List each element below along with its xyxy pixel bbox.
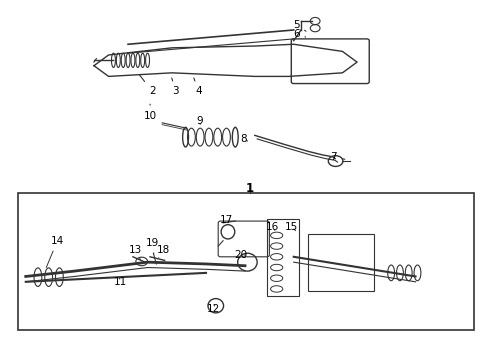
- Text: 3: 3: [172, 78, 179, 96]
- Text: 20: 20: [235, 250, 247, 260]
- Text: 7: 7: [330, 152, 345, 162]
- Text: 8: 8: [241, 134, 247, 144]
- Text: 17: 17: [220, 215, 233, 225]
- Text: 6: 6: [293, 29, 306, 39]
- Text: 12: 12: [207, 303, 220, 314]
- Text: 11: 11: [114, 277, 127, 287]
- Text: 1: 1: [246, 182, 254, 195]
- Text: 5: 5: [293, 19, 306, 31]
- Text: 14: 14: [47, 236, 64, 267]
- Bar: [19, 193, 474, 330]
- Bar: [267, 219, 298, 296]
- Text: 9: 9: [197, 116, 203, 126]
- Text: 16: 16: [266, 222, 279, 232]
- Text: 4: 4: [194, 78, 202, 96]
- Text: 13: 13: [129, 245, 142, 259]
- Bar: [308, 234, 374, 291]
- Text: 18: 18: [156, 245, 170, 257]
- Text: 15: 15: [285, 222, 298, 232]
- Text: 19: 19: [146, 238, 159, 253]
- Text: 2: 2: [140, 75, 156, 96]
- Text: 10: 10: [144, 104, 157, 121]
